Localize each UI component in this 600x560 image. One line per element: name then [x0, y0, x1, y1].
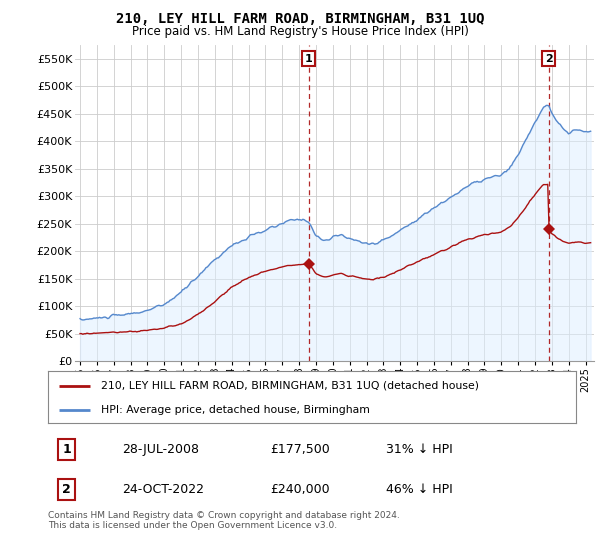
Text: 1: 1 [62, 443, 71, 456]
Text: 46% ↓ HPI: 46% ↓ HPI [386, 483, 452, 496]
Text: HPI: Average price, detached house, Birmingham: HPI: Average price, detached house, Birm… [101, 405, 370, 415]
Text: 210, LEY HILL FARM ROAD, BIRMINGHAM, B31 1UQ: 210, LEY HILL FARM ROAD, BIRMINGHAM, B31… [116, 12, 484, 26]
Text: £177,500: £177,500 [270, 443, 329, 456]
Text: 2: 2 [545, 54, 553, 63]
Text: 24-OCT-2022: 24-OCT-2022 [122, 483, 204, 496]
Text: 28-JUL-2008: 28-JUL-2008 [122, 443, 199, 456]
Text: £240,000: £240,000 [270, 483, 329, 496]
Text: 2: 2 [62, 483, 71, 496]
Text: 1: 1 [305, 54, 313, 63]
Text: 31% ↓ HPI: 31% ↓ HPI [386, 443, 452, 456]
Text: 210, LEY HILL FARM ROAD, BIRMINGHAM, B31 1UQ (detached house): 210, LEY HILL FARM ROAD, BIRMINGHAM, B31… [101, 381, 479, 391]
Text: Contains HM Land Registry data © Crown copyright and database right 2024.
This d: Contains HM Land Registry data © Crown c… [48, 511, 400, 530]
Text: Price paid vs. HM Land Registry's House Price Index (HPI): Price paid vs. HM Land Registry's House … [131, 25, 469, 38]
